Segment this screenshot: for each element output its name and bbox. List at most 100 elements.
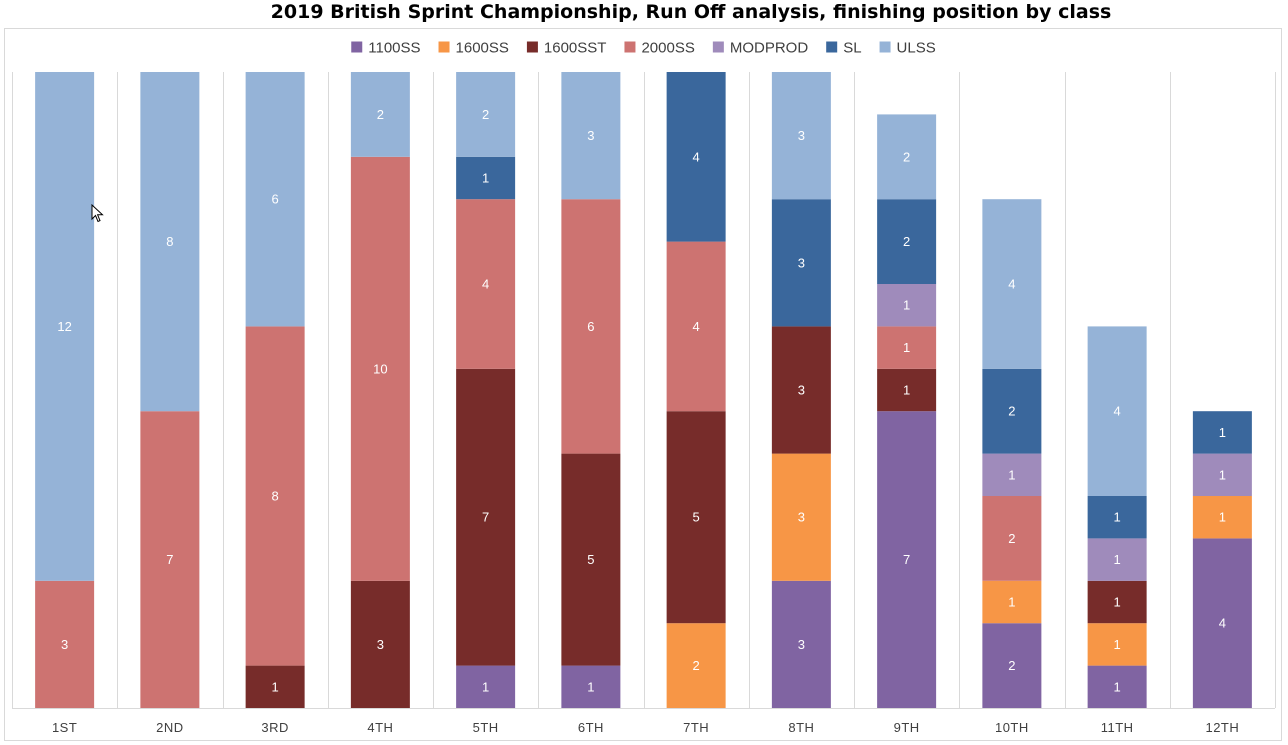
legend-swatch [879,41,891,53]
data-label: 4 [1008,277,1015,292]
data-label: 7 [166,552,173,567]
data-label: 3 [377,637,384,652]
data-label: 1 [1219,510,1226,525]
bar-segment-1600ss-8th [771,453,831,581]
data-label: 2 [482,107,489,122]
bar-segment-1600ss-7th [666,623,726,708]
data-label: 1 [1008,467,1015,482]
bar-segment-1600sst-4th [350,580,410,708]
bar-segment-ulss-5th [456,72,516,157]
data-label: 1 [1008,595,1015,610]
data-label: 12 [57,319,71,334]
data-label: 1 [1219,467,1226,482]
data-label: 2 [1008,531,1015,546]
bar-segment-sl-9th [877,199,937,284]
x-tick-label: 10TH [995,720,1029,735]
bar-segment-2000ss-3rd [245,326,305,666]
data-label: 1 [1114,595,1121,610]
x-tick-label: 7TH [683,720,709,735]
x-tick-label: 1ST [52,720,77,735]
bar-segment-2000ss-9th [877,326,937,369]
bar-segment-ulss-10th [982,199,1042,369]
legend-label: ULSS [897,40,936,57]
bar-segment-sl-12th [1192,411,1252,454]
legend-item-2000ss: 2000SS [624,40,695,57]
bar-segment-sl-11th [1087,496,1147,539]
data-label: 1 [1219,425,1226,440]
bar-segment-1600sst-5th [456,368,516,666]
data-label: 3 [798,510,805,525]
bar-segment-2000ss-10th [982,496,1042,581]
data-label: 4 [482,277,489,292]
x-axis-ticks: 1ST 2ND 3RD 4TH 5TH 6TH 7TH 8TH 9TH 10TH 11TH 12TH [52,720,1239,735]
data-label: 5 [587,552,594,567]
legend-swatch [624,41,636,53]
bar-segment-2000ss-2nd [140,411,200,708]
legend-label: 2000SS [641,40,694,57]
data-label: 1 [903,340,910,355]
bar-segment-ulss-6th [561,72,621,200]
data-label: 1 [1114,637,1121,652]
data-label: 10 [373,361,387,376]
data-label: 5 [693,510,700,525]
bar-segment-2000ss-1st [35,580,95,708]
bar-segment-sl-5th [456,156,516,200]
x-tick-label: 8TH [788,720,814,735]
data-label: 2 [1008,658,1015,673]
data-label: 1 [1114,679,1121,694]
bar-segment-1100ss-5th [456,665,516,708]
bar-segment-modprod-10th [982,453,1042,496]
legend-item-modprod: MODPROD [712,40,809,57]
legend-item-1100ss: 1100SS [351,40,421,57]
legend-label: SL [843,40,861,57]
bars [35,72,1252,708]
bar-segment-sl-7th [666,72,726,242]
data-label: 1 [272,679,279,694]
bar-segment-1600sst-9th [877,368,937,412]
legend: 1100SS 1600SS 1600SST 2000SS MODPROD SL ULSS [351,40,936,57]
legend-swatch [526,41,538,53]
data-label: 1 [1114,510,1121,525]
bar-segment-1100ss-8th [771,580,831,708]
bar-segment-1600sst-11th [1087,580,1147,624]
bar-segment-1600sst-3rd [245,665,305,708]
bar-segment-modprod-12th [1192,453,1252,496]
bar-segment-1100ss-6th [561,665,621,708]
mouse-pointer-icon [91,204,104,223]
data-label: 3 [798,383,805,398]
legend-item-sl: SL [826,40,862,57]
x-tick-label: 5TH [473,720,499,735]
bar-segment-ulss-8th [771,72,831,200]
bar-segment-1100ss-9th [877,411,937,708]
data-label: 2 [377,107,384,122]
x-tick-label: 12TH [1205,720,1239,735]
bar-segment-2000ss-5th [456,199,516,369]
x-tick-label: 11TH [1101,720,1134,735]
x-tick-label: 3RD [261,720,289,735]
data-label: 2 [693,658,700,673]
data-label: 2 [903,149,910,164]
bar-segment-modprod-11th [1087,538,1147,581]
chart-title: 2019 British Sprint Championship, Run Of… [270,1,1112,23]
data-label: 6 [587,319,594,334]
bar-segment-1600sst-6th [561,453,621,666]
plot-area-frame [4,28,1282,741]
bar-segment-2000ss-4th [350,156,410,581]
bar-segment-1100ss-11th [1087,665,1147,708]
data-label: 2 [1008,404,1015,419]
legend-item-1600sst: 1600SST [526,40,606,57]
data-label: 3 [61,637,68,652]
bar-segment-ulss-3rd [245,72,305,327]
bar-segment-ulss-9th [877,114,937,200]
bar-segment-sl-8th [771,199,831,327]
legend-swatch [438,41,450,53]
bar-segment-1600ss-10th [982,580,1042,624]
bar-segment-ulss-4th [350,72,410,157]
bar-segment-2000ss-7th [666,241,726,412]
data-label: 4 [693,149,700,164]
data-label: 1 [903,298,910,313]
legend-item-ulss: ULSS [879,40,936,57]
legend-label: MODPROD [730,40,809,57]
data-label: 7 [903,552,910,567]
legend-swatch [712,41,724,53]
